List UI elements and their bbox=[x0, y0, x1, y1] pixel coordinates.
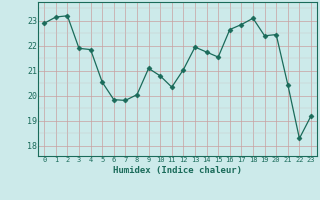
X-axis label: Humidex (Indice chaleur): Humidex (Indice chaleur) bbox=[113, 166, 242, 175]
